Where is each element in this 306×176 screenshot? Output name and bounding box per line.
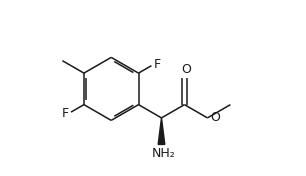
Text: F: F (62, 107, 69, 120)
Polygon shape (158, 118, 165, 144)
Text: F: F (154, 58, 161, 71)
Text: NH₂: NH₂ (151, 147, 175, 160)
Text: O: O (181, 63, 191, 76)
Text: O: O (210, 111, 220, 124)
